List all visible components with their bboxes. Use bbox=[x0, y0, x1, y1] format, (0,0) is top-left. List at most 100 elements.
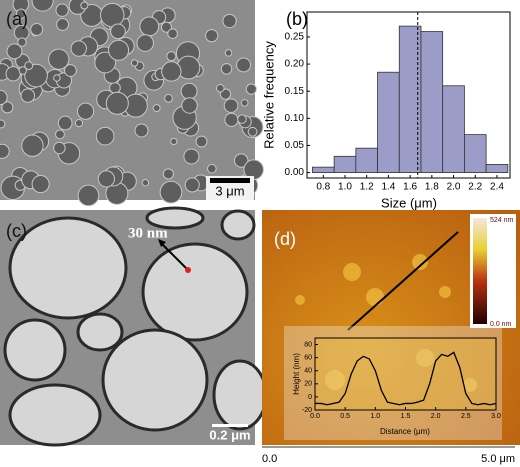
pore bbox=[80, 1, 89, 10]
pore bbox=[205, 29, 219, 43]
x-tick-label: 1.2 bbox=[360, 182, 374, 193]
pore bbox=[17, 37, 27, 47]
bar bbox=[333, 155, 357, 173]
scan-end: 5.0 μm bbox=[481, 453, 515, 465]
pore bbox=[139, 16, 160, 37]
panel-label: (a) bbox=[6, 9, 28, 29]
scan-start: 0.0 bbox=[262, 453, 277, 465]
pore bbox=[55, 129, 65, 140]
pore bbox=[224, 112, 239, 127]
bar bbox=[485, 164, 509, 173]
profile-line bbox=[347, 231, 459, 331]
pore bbox=[1, 101, 14, 114]
x-tick-label: 1.5 bbox=[401, 413, 411, 420]
bar bbox=[355, 147, 378, 173]
x-tick-label: 1.0 bbox=[338, 182, 352, 193]
pore bbox=[245, 83, 257, 95]
annotation: 30 nm bbox=[128, 225, 168, 241]
pore bbox=[5, 66, 21, 82]
pore bbox=[64, 64, 77, 77]
panel-label: (d) bbox=[274, 229, 296, 249]
pore bbox=[170, 137, 178, 146]
inset-plot bbox=[315, 338, 496, 410]
pore bbox=[152, 104, 161, 113]
bar bbox=[464, 134, 487, 173]
arrow-head bbox=[158, 239, 166, 247]
pore bbox=[74, 119, 84, 128]
pore bbox=[141, 179, 150, 187]
arrow bbox=[159, 241, 187, 269]
x-tick-label: 2.0 bbox=[431, 413, 441, 420]
pore bbox=[237, 114, 247, 124]
pore bbox=[20, 88, 36, 103]
pore bbox=[181, 97, 198, 114]
x-tick-label: 2.5 bbox=[461, 413, 471, 420]
pore bbox=[31, 0, 54, 12]
pore bbox=[161, 61, 182, 82]
pore bbox=[95, 126, 115, 146]
y-tick-label: 80 bbox=[304, 341, 312, 348]
y-tick-label: 0.05 bbox=[285, 140, 305, 151]
pore bbox=[18, 66, 28, 75]
pore bbox=[183, 148, 200, 165]
pore bbox=[57, 115, 73, 131]
pore bbox=[21, 134, 44, 157]
profile bbox=[315, 351, 497, 406]
inset-box bbox=[284, 326, 502, 440]
pore bbox=[24, 61, 34, 71]
y-tick-label: 60 bbox=[304, 354, 312, 361]
y-tick-label: 20 bbox=[304, 381, 312, 388]
panel-c: 30 nm 0.2 μm (c) bbox=[0, 206, 268, 447]
pore bbox=[180, 82, 198, 100]
marker bbox=[185, 267, 191, 273]
colorbar-max: 524 nm bbox=[490, 217, 514, 224]
pore bbox=[48, 48, 70, 70]
pore bbox=[53, 74, 61, 82]
x-tick-label: 2.2 bbox=[468, 182, 482, 193]
y-tick-label: 0.25 bbox=[285, 32, 305, 43]
pore bbox=[24, 63, 48, 88]
pore bbox=[167, 28, 178, 40]
particles bbox=[3, 206, 268, 447]
bar bbox=[420, 31, 444, 173]
x-tick-label: 1.0 bbox=[370, 413, 380, 420]
pore bbox=[6, 43, 23, 60]
y-tick-label: 0.15 bbox=[285, 86, 305, 97]
x-tick-label: 1.4 bbox=[381, 182, 395, 193]
x-tick-label: 1.8 bbox=[425, 182, 439, 193]
bar bbox=[442, 85, 465, 173]
pore bbox=[223, 98, 239, 113]
y-tick-label: 0.00 bbox=[285, 167, 305, 178]
pore bbox=[53, 141, 66, 155]
y-tick-label: 0.10 bbox=[285, 113, 305, 124]
y-axis-title: Height (nm) bbox=[292, 353, 301, 395]
grains bbox=[295, 254, 477, 392]
scale-bar bbox=[212, 424, 248, 427]
pore bbox=[94, 51, 117, 74]
panel-label: (c) bbox=[6, 221, 27, 241]
colorbar bbox=[473, 218, 487, 324]
panel-d: 524 nm 0.0 nm (d) 0.0 5.0 μm 0.0 0.5 1.0 1.… bbox=[262, 210, 520, 465]
pore bbox=[15, 8, 27, 19]
pore bbox=[105, 91, 129, 115]
pore bbox=[56, 17, 69, 31]
colorbar-min: 0.0 nm bbox=[490, 321, 512, 328]
x-tick-label: 2.0 bbox=[447, 182, 461, 193]
panel-label: (b) bbox=[286, 9, 308, 29]
x-axis-title: Size (μm) bbox=[381, 195, 437, 210]
x-tick-label: 1.6 bbox=[403, 182, 417, 193]
pore bbox=[134, 123, 149, 138]
pores bbox=[0, 0, 264, 207]
pore bbox=[162, 168, 174, 180]
pore bbox=[234, 153, 249, 168]
pore bbox=[76, 102, 95, 120]
plot-frame bbox=[306, 11, 511, 179]
scale-bar bbox=[210, 178, 250, 183]
pore bbox=[55, 3, 69, 17]
y-tick-label: 0 bbox=[308, 394, 312, 401]
pore bbox=[222, 13, 237, 29]
pore bbox=[166, 51, 177, 62]
x-tick-label: 0.5 bbox=[340, 413, 350, 420]
pore bbox=[247, 126, 258, 137]
